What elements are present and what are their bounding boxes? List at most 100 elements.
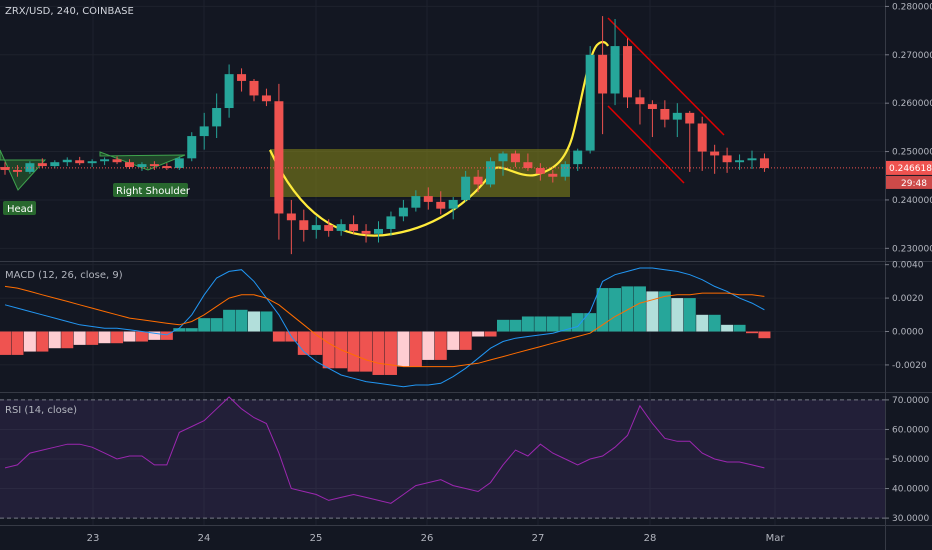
candle-body [759, 158, 769, 169]
candle-body [174, 158, 184, 169]
macd-histogram-bar [409, 331, 422, 367]
head-label-text: Head [7, 204, 33, 215]
macd-histogram-bar [696, 314, 709, 332]
candle-body [747, 158, 757, 161]
time-tick-label: 26 [421, 533, 434, 544]
candle-body [349, 224, 359, 231]
macd-histogram-bar [210, 318, 223, 332]
price-tick-label: 0.250000 [892, 148, 932, 158]
candle-body [697, 123, 707, 152]
macd-histogram-bar [397, 331, 410, 367]
candle-body [523, 162, 533, 169]
candle-body [486, 161, 496, 185]
head-shape [0, 149, 47, 191]
macd-histogram-bar [434, 331, 447, 360]
candle-body [199, 126, 209, 137]
candle-body [25, 163, 35, 172]
macd-histogram-bar [721, 324, 734, 332]
candle-body [411, 196, 421, 208]
price-tick-label: 0.230000 [892, 244, 932, 254]
candle-body [286, 213, 296, 221]
candle-body [672, 112, 682, 120]
macd-histogram-bar [111, 331, 124, 344]
time-axis[interactable]: 23 24 25 26 27 28 Mar [87, 533, 786, 544]
cup-zone [270, 149, 570, 197]
macd-histogram-bar [11, 331, 24, 355]
candle-body [75, 160, 85, 164]
candle-body [498, 153, 508, 162]
price-axis[interactable]: 0.280000 0.270000 0.260000 0.250000 0.240000… [885, 2, 932, 254]
candle-body [12, 169, 22, 172]
rsi-title: RSI (14, close) [5, 405, 77, 416]
macd-tick-label: 0.0020 [892, 294, 924, 304]
candle-body [274, 101, 284, 214]
rsi-tick-label: 60.0000 [892, 425, 929, 435]
candle-body [361, 230, 371, 234]
macd-histogram-bar [297, 331, 310, 355]
candle-body [137, 164, 147, 168]
candle-body [573, 150, 583, 165]
macd-histogram-bar [160, 331, 173, 340]
macd-histogram-bar [621, 286, 634, 332]
right-shoulder-label: Right Shoulder [113, 183, 191, 197]
macd-histogram-bar [148, 331, 161, 340]
candle-body [710, 151, 720, 156]
candle-body [386, 216, 396, 229]
candle-body [535, 168, 545, 174]
candle-body [0, 167, 10, 170]
candle-body [50, 162, 60, 167]
macd-histogram-bar [708, 314, 721, 332]
rsi-band [0, 399, 885, 519]
candle-body [735, 160, 745, 163]
macd-histogram-bar [447, 331, 460, 350]
macd-histogram-bar [384, 331, 397, 375]
macd-histogram-bar [422, 331, 435, 360]
macd-histogram-bar [173, 328, 186, 332]
channel-lower-line [607, 105, 685, 184]
candle-body [249, 80, 259, 96]
right-shoulder-label-text: Right Shoulder [116, 186, 191, 197]
candle-body [37, 163, 47, 167]
macd-histogram-bar [596, 288, 609, 332]
macd-histogram-bar [521, 316, 534, 332]
candle-body [149, 164, 159, 167]
candle-body [598, 54, 608, 94]
rsi-tick-label: 50.0000 [892, 455, 929, 465]
macd-histogram-bar [235, 309, 248, 332]
candle-body [685, 112, 695, 124]
macd-histogram-bar [372, 331, 385, 375]
macd-histogram-bar [48, 331, 61, 349]
head-label: Head [3, 201, 36, 215]
channel-upper-line [607, 17, 725, 136]
macd-histogram-bar [135, 331, 148, 342]
macd-histogram-bar [459, 331, 472, 350]
macd-histogram-bar [23, 331, 36, 352]
macd-line [4, 267, 765, 388]
candle-body [374, 228, 383, 234]
macd-histogram-bar [683, 298, 696, 332]
price-tick-label: 0.270000 [892, 51, 932, 61]
macd-histogram-bar [86, 331, 99, 345]
candles [0, 16, 769, 255]
candle-body [398, 207, 408, 217]
rsi-tick-label: 40.0000 [892, 485, 929, 495]
macd-histogram-bar [534, 316, 547, 332]
macd-histogram-bar [497, 319, 509, 332]
macd-histogram-bar [559, 316, 572, 332]
shoulder-pattern [0, 149, 186, 191]
candle-body [647, 104, 657, 109]
macd-histogram-bar [746, 331, 758, 334]
candle-body [187, 136, 197, 159]
candle-body [112, 159, 122, 163]
candle-body [125, 162, 134, 168]
rsi-tick-label: 30.0000 [892, 514, 929, 524]
candle-body [224, 74, 234, 109]
candle-body [585, 54, 595, 151]
candle-body [62, 159, 72, 163]
candle-body [510, 153, 520, 163]
macd-histogram-bar [98, 331, 111, 344]
macd-histogram-bar [472, 331, 485, 337]
last-price-badge: 0.246618 29:48 [886, 160, 932, 189]
candle-body [548, 173, 558, 177]
